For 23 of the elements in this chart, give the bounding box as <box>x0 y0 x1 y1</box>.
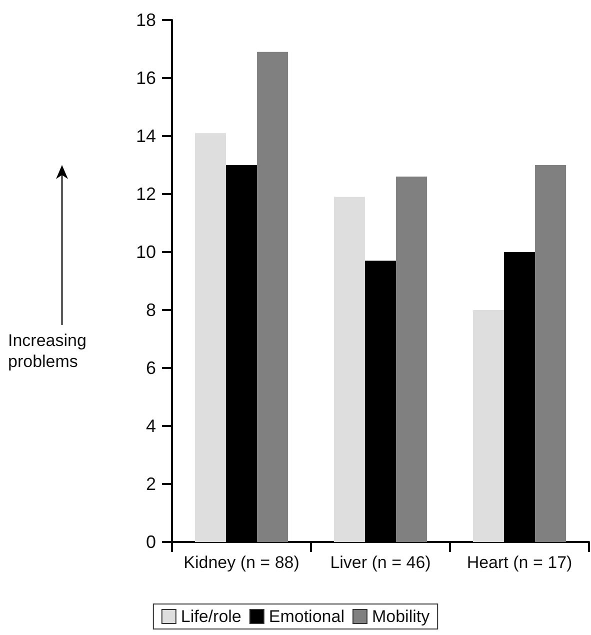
bar <box>472 310 504 542</box>
y-tick-label: 14 <box>136 126 156 146</box>
bar <box>194 133 226 542</box>
x-tick-label: Kidney (n = 88) <box>184 553 300 572</box>
y-tick-label: 0 <box>146 532 156 552</box>
y-tick-label: 6 <box>146 358 156 378</box>
bar <box>535 165 566 542</box>
y-tick-label: 4 <box>146 416 156 436</box>
y-tick-label: 18 <box>136 10 156 30</box>
x-tick-label: Liver (n = 46) <box>330 553 431 572</box>
y-tick-label: 2 <box>146 474 156 494</box>
legend-label: Life/role <box>180 607 242 626</box>
legend-label: Emotional <box>268 607 344 626</box>
y-tick-label: 12 <box>136 184 156 204</box>
y-tick-label: 8 <box>146 300 156 320</box>
y-tick-label: 10 <box>136 242 156 262</box>
legend-label: Mobility <box>372 607 430 626</box>
x-tick-label: Heart (n = 17) <box>466 553 572 572</box>
bar <box>257 52 288 542</box>
bar <box>396 176 428 542</box>
y-tick-label: 16 <box>136 68 156 88</box>
bar <box>334 196 365 542</box>
y-axis-title: Increasing problems <box>8 331 92 371</box>
